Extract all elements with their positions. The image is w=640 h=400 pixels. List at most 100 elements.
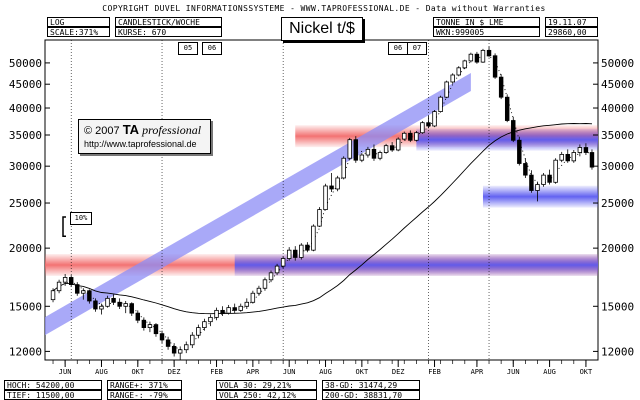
candle-body — [414, 132, 419, 141]
candle-body — [402, 132, 407, 140]
y-tick-label-left: 12000 — [9, 345, 42, 358]
candle-body — [474, 53, 480, 63]
stat-range-minus: RANGE-: -79% — [107, 390, 182, 400]
x-tick-label: OKT — [356, 368, 369, 376]
x-tick-label: JUN — [59, 368, 72, 376]
stat-vola-30: VOLA 30: 29,21% — [216, 380, 317, 390]
x-tick-label: AUG — [543, 368, 556, 376]
y-tick-label-left: 15000 — [9, 300, 42, 313]
trend-channel — [45, 72, 471, 336]
candle-body — [589, 152, 595, 168]
candle-body — [480, 49, 486, 63]
candle-body — [577, 147, 583, 153]
date-label: 19.11.07 — [545, 17, 598, 27]
candle-body — [226, 307, 231, 314]
chart-title: Nickel t/$ — [281, 17, 363, 41]
x-tick-label: FEB — [210, 368, 223, 376]
candle-body — [559, 153, 564, 161]
logo-year: © 2007 — [84, 125, 120, 137]
candle-body — [511, 120, 516, 141]
candle-body — [244, 301, 250, 307]
y-tick-label-left: 20000 — [9, 242, 42, 255]
stat-range-plus: RANGE+: 371% — [107, 380, 182, 390]
candle-body — [444, 81, 449, 98]
stat-vola-250: VOLA 250: 42,12% — [216, 390, 317, 400]
candle-body — [214, 309, 219, 318]
y-tick-label-right: 12000 — [601, 345, 634, 358]
ta-professional-logo[interactable]: © 2007 TA professional http://www.taprof… — [78, 119, 211, 154]
y-tick-label-right: 40000 — [601, 102, 634, 115]
x-tick-label: JUN — [283, 368, 296, 376]
candle-body — [359, 154, 365, 161]
unit-label: TONNE IN $ LME — [433, 17, 540, 27]
candle-body — [571, 152, 577, 162]
candle-body — [147, 324, 153, 328]
candle-body — [93, 300, 98, 310]
candle-body — [462, 60, 468, 69]
log-label: LOG — [47, 17, 110, 27]
candle-body — [353, 139, 359, 161]
y-tick-label-left: 45000 — [9, 78, 42, 91]
candle-body — [208, 316, 213, 323]
candle-body — [238, 305, 243, 311]
stat-hoch: HOCH: 54200,00 — [4, 380, 102, 390]
candle-body — [438, 96, 443, 112]
y-tick-label-right: 45000 — [601, 78, 634, 91]
candle-body — [529, 174, 534, 191]
candle-body — [220, 309, 225, 314]
candle-body — [323, 185, 328, 211]
candle-body — [365, 148, 371, 156]
candle-body — [81, 290, 86, 294]
candle-body — [123, 303, 128, 307]
candle-body — [159, 333, 165, 341]
candle-body — [420, 122, 425, 134]
candle-body — [450, 74, 455, 83]
candle-body — [268, 272, 274, 281]
candle-body — [341, 157, 346, 179]
candle-body — [99, 305, 104, 310]
candle-body — [129, 303, 134, 314]
x-tick-label: JUN — [507, 368, 520, 376]
candle-body — [171, 346, 177, 354]
year-marker-06a: 06 — [202, 42, 222, 55]
candle-body — [335, 177, 340, 190]
y-tick-label-right: 20000 — [601, 242, 634, 255]
candle-body — [184, 344, 189, 351]
y-tick-label-left: 50000 — [9, 57, 42, 70]
stat-tief: TIEF: 11500,00 — [4, 390, 102, 400]
candle-body — [329, 185, 334, 190]
support-zone-blue — [234, 253, 598, 276]
stat-38-gd: 38-GD: 31474,29 — [322, 380, 420, 390]
y-tick-label-right: 15000 — [601, 300, 634, 313]
stat-200-gd: 200-GD: 38831,70 — [322, 390, 420, 400]
candle-body — [389, 145, 395, 151]
candle-body — [232, 307, 237, 311]
candle-body — [299, 244, 304, 258]
year-marker-07: 07 — [407, 42, 427, 55]
candle-body — [190, 334, 195, 346]
support-zone-blue — [416, 128, 598, 151]
candle-body — [50, 290, 56, 301]
candle-body — [153, 324, 159, 335]
candle-body — [553, 159, 558, 183]
x-tick-label: APR — [471, 368, 484, 376]
candle-body — [523, 163, 528, 176]
logo-ta: TA — [122, 122, 140, 137]
candle-body — [250, 292, 256, 303]
x-tick-label: DEZ — [168, 368, 181, 376]
y-tick-label-right: 50000 — [601, 57, 634, 70]
x-tick-label: OKT — [580, 368, 593, 376]
y-tick-label-right: 30000 — [601, 160, 634, 173]
moving-average-short — [52, 55, 593, 351]
candle-body — [141, 319, 147, 328]
x-tick-label: OKT — [131, 368, 144, 376]
year-marker-06b: 06 — [388, 42, 408, 55]
candle-body — [117, 301, 122, 307]
candle-body — [177, 349, 183, 354]
candle-body — [535, 184, 540, 191]
candle-body — [371, 148, 377, 159]
candle-body — [286, 249, 292, 259]
candle-body — [541, 174, 546, 185]
candle-body — [274, 265, 280, 274]
scale-bracket-label: 10% — [70, 212, 92, 225]
